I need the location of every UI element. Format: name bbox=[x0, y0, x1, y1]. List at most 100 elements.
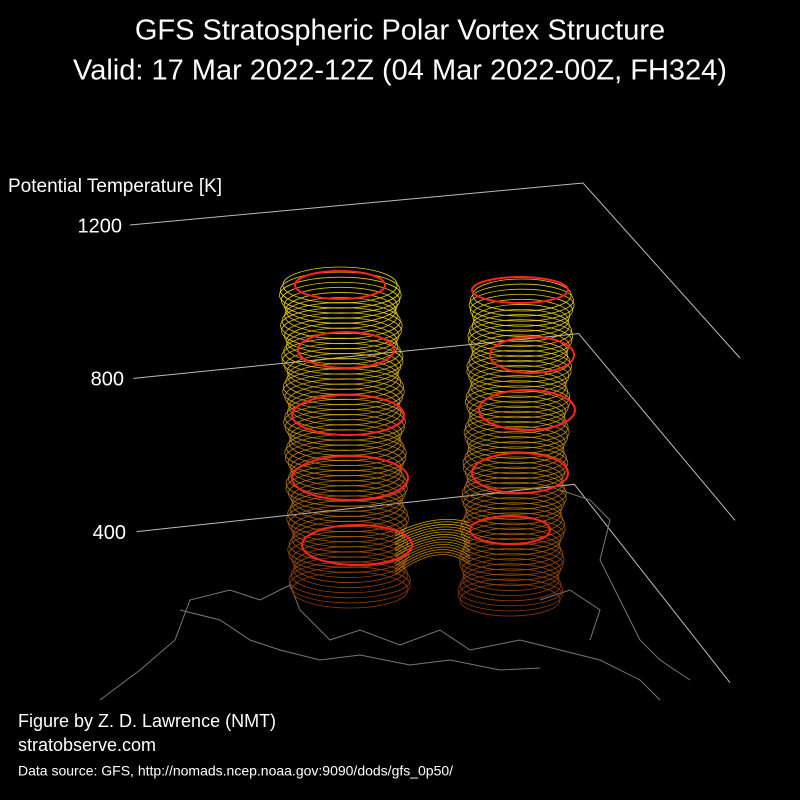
vortex-layer bbox=[457, 573, 564, 607]
vortex-layer bbox=[394, 534, 471, 552]
vortex-layer bbox=[281, 342, 404, 380]
vortex-layer bbox=[283, 403, 406, 441]
grid-line bbox=[133, 333, 736, 521]
vortex-contour bbox=[471, 452, 569, 494]
vortex-layer bbox=[284, 408, 405, 446]
vortex-layer bbox=[466, 354, 572, 388]
vortex-layer bbox=[465, 497, 562, 530]
vortex-layer bbox=[285, 439, 407, 477]
website: stratobserve.com bbox=[18, 735, 156, 755]
vortex-layer bbox=[465, 410, 569, 444]
vortex-contour bbox=[297, 331, 395, 369]
vortex-layer bbox=[470, 370, 567, 403]
grid-line bbox=[136, 483, 731, 683]
vortex-contour bbox=[489, 336, 575, 374]
vortex-layer bbox=[461, 517, 565, 551]
vortex-layer bbox=[463, 502, 563, 536]
vortex-layer bbox=[284, 297, 398, 334]
vortex-layer bbox=[286, 429, 405, 467]
vortex-layer bbox=[394, 539, 471, 558]
vortex-contour bbox=[469, 515, 551, 545]
vortex-layer bbox=[288, 566, 411, 604]
vortex-layer bbox=[291, 485, 403, 522]
z-axis-label: Potential Temperature [K] bbox=[8, 176, 222, 197]
vortex-layer bbox=[394, 531, 471, 549]
vortex-layer bbox=[287, 495, 408, 533]
vortex-layer bbox=[394, 529, 471, 546]
vortex-layer bbox=[467, 319, 574, 353]
vortex-layer bbox=[282, 266, 398, 304]
vortex-contour bbox=[471, 276, 569, 304]
vortex-layer bbox=[279, 276, 402, 314]
vortex-layer bbox=[462, 563, 560, 597]
z-tick-label: 800 bbox=[91, 369, 124, 391]
data-source: Data source: GFS, http://nomads.ncep.noa… bbox=[18, 763, 453, 779]
vortex-layer bbox=[468, 431, 564, 464]
vortex-layer bbox=[461, 481, 567, 515]
vortex-layer bbox=[472, 278, 572, 312]
vortex-layer bbox=[290, 556, 409, 594]
vortex-layer bbox=[288, 561, 411, 599]
vortex-layer bbox=[469, 400, 566, 434]
vortex-contour bbox=[291, 455, 409, 501]
vortex-layer bbox=[285, 327, 399, 365]
vortex-layer bbox=[289, 490, 405, 528]
vortex-layer bbox=[469, 283, 574, 317]
vortex-layer bbox=[394, 526, 471, 543]
vortex-layer bbox=[464, 441, 567, 475]
vortex-contour bbox=[478, 389, 576, 431]
vortex-layer bbox=[394, 546, 471, 567]
vortex-layer bbox=[285, 292, 397, 329]
vortex-layer bbox=[468, 344, 571, 378]
vortex-layer bbox=[457, 578, 563, 612]
vortex-layer bbox=[460, 507, 566, 541]
vortex-layer bbox=[394, 544, 471, 564]
vortex-layer bbox=[282, 373, 405, 411]
vortex-layer bbox=[462, 446, 569, 480]
vortex-layer bbox=[287, 459, 405, 497]
z-tick-label: 400 bbox=[93, 522, 126, 544]
vortex-layer bbox=[283, 332, 401, 370]
vortex-layer bbox=[394, 536, 471, 555]
vortex-layer bbox=[293, 551, 406, 589]
vortex-layer bbox=[281, 337, 404, 375]
vortex-layer bbox=[468, 324, 573, 358]
vortex-layer bbox=[463, 415, 570, 449]
vortex-layer bbox=[468, 288, 575, 322]
vortex-layer bbox=[468, 375, 569, 408]
chart-title: GFS Stratospheric Polar Vortex Structure bbox=[135, 15, 665, 47]
vortex-layer bbox=[466, 349, 572, 383]
vortex-layer bbox=[461, 476, 567, 510]
vortex-contour bbox=[291, 394, 405, 436]
vortex-layer bbox=[281, 302, 401, 339]
vortex-contour bbox=[301, 524, 413, 566]
vortex-layer bbox=[281, 312, 402, 350]
vortex-layer bbox=[467, 436, 565, 469]
vortex-layer bbox=[291, 520, 406, 558]
vortex-layer bbox=[285, 469, 408, 507]
vortex-layer bbox=[285, 363, 402, 400]
vortex-layer bbox=[465, 380, 571, 414]
z-tick-label: 1200 bbox=[78, 215, 123, 237]
vortex-layer bbox=[394, 551, 471, 573]
vortex-layer bbox=[459, 568, 562, 602]
vortex-contour bbox=[294, 270, 386, 300]
vortex-layer bbox=[394, 518, 471, 534]
chart-subtitle: Valid: 17 Mar 2022-12Z (04 Mar 2022-00Z,… bbox=[73, 55, 727, 87]
vortex-layer bbox=[394, 549, 471, 570]
coastlines bbox=[99, 489, 691, 701]
vortex-layer bbox=[279, 271, 401, 309]
vortex-layer bbox=[473, 304, 569, 337]
vortex-layer bbox=[394, 554, 471, 576]
vortex-layer bbox=[469, 314, 572, 347]
vortex-layer bbox=[280, 307, 403, 345]
vortex-layer bbox=[287, 530, 410, 568]
vortex-layer bbox=[471, 309, 570, 342]
vortex-layer bbox=[394, 521, 471, 537]
vortex-layer bbox=[469, 293, 573, 327]
vortex-layer bbox=[464, 471, 565, 505]
grid-line bbox=[129, 182, 741, 359]
vortex-layer bbox=[459, 548, 564, 581]
vortex-layer bbox=[460, 537, 564, 571]
